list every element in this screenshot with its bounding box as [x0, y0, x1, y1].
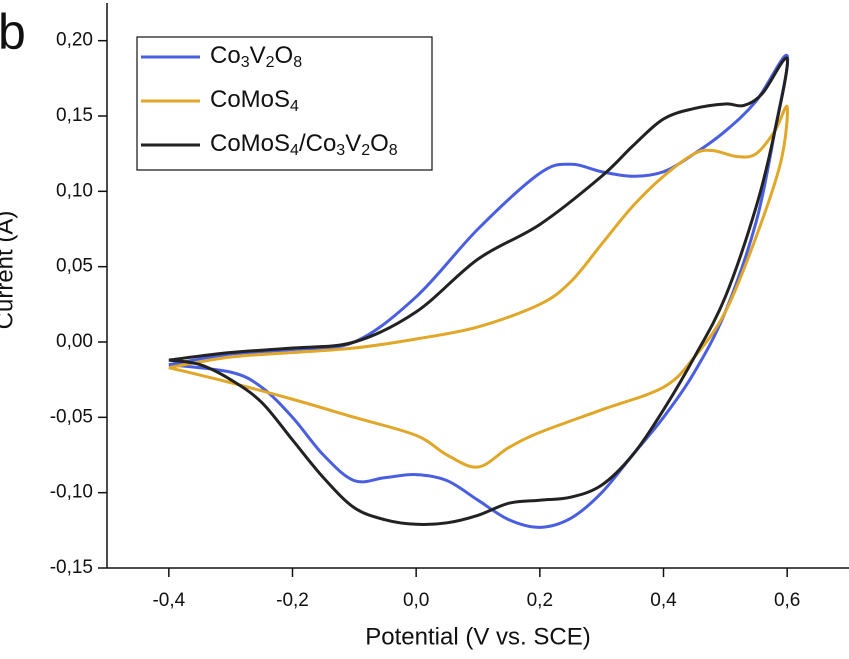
y-tick-label: -0,05	[50, 406, 93, 427]
y-tick-label: 0,05	[56, 256, 93, 277]
panel-label: b	[0, 4, 26, 60]
legend-label: CoMoS4	[210, 86, 299, 115]
x-tick-label: 0,0	[403, 590, 429, 611]
legend-label: CoMoS4/Co3V2O8	[210, 130, 398, 159]
y-tick-label: 0,10	[56, 180, 93, 201]
cv-curve	[168, 54, 790, 529]
y-tick-label: 0,00	[56, 331, 93, 352]
y-tick-label: 0,20	[56, 30, 93, 51]
y-tick-label: -0,15	[50, 557, 93, 578]
y-tick-label: 0,15	[56, 105, 93, 126]
x-axis-label: Potential (V vs. SCE)	[365, 623, 590, 650]
x-tick-label: 0,2	[527, 590, 553, 611]
legend-label: Co3V2O8	[210, 42, 302, 71]
y-tick-label: -0,10	[50, 482, 93, 503]
cv-curve	[168, 56, 789, 526]
x-tick-label: 0,4	[650, 590, 677, 611]
legend-box	[136, 36, 433, 171]
x-tick-label: 0,6	[774, 590, 800, 611]
y-axis-label: Current (A)	[0, 211, 18, 330]
x-tick-label: -0,4	[152, 590, 185, 611]
cv-curve	[168, 104, 789, 469]
x-tick-label: -0,2	[276, 590, 309, 611]
